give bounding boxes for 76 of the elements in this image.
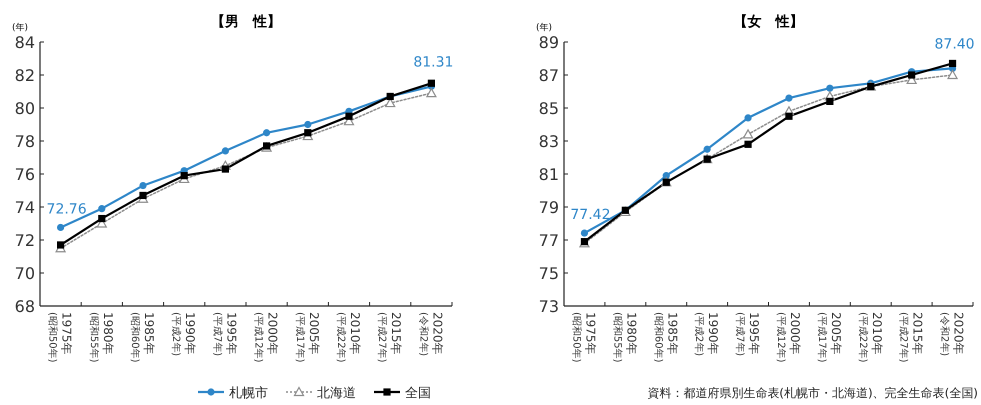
- x-tick-label: 1985年(昭和60年): [652, 312, 680, 363]
- point: [98, 214, 106, 222]
- point: [826, 98, 834, 105]
- point: [948, 60, 956, 68]
- data-label: 81.31: [413, 54, 454, 70]
- chart-title: 【女 性】: [734, 14, 804, 30]
- y-axis-title: (年): [12, 22, 28, 33]
- y-tick-label: 75: [538, 264, 559, 283]
- x-tick-label: 2010年(平成22年): [856, 312, 884, 363]
- point: [580, 229, 588, 237]
- y-tick-label: 68: [14, 297, 35, 316]
- point: [785, 94, 793, 102]
- y-axis-title: (年): [536, 22, 552, 33]
- point: [426, 88, 436, 98]
- y-tick-label: 77: [538, 231, 559, 250]
- x-tick-label: 1980年(昭和55年): [611, 312, 638, 363]
- point: [345, 112, 353, 120]
- point: [744, 114, 752, 122]
- x-tick-label: 2010年(平成22年): [335, 312, 362, 363]
- y-tick-label: 84: [14, 33, 35, 52]
- x-tick-label: 1985年(昭和60年): [129, 312, 156, 363]
- chart-title: 【男 性】: [211, 14, 281, 30]
- x-tick-label: 1975年(昭和50年): [46, 312, 74, 363]
- y-tick-label: 81: [538, 165, 559, 184]
- y-tick-label: 74: [14, 198, 35, 217]
- y-tick-label: 70: [14, 264, 35, 283]
- y-tick-label: 78: [14, 132, 35, 151]
- y-tick-label: 80: [14, 99, 35, 118]
- y-tick-label: 87: [538, 66, 559, 85]
- x-tick-label: 1990年(平成2年): [693, 312, 720, 356]
- x-tick-label: 2020年(令和2年): [417, 312, 444, 356]
- point: [139, 192, 147, 200]
- point: [57, 241, 64, 249]
- x-tick-label: 2005年(平成17年): [816, 312, 843, 363]
- y-tick-label: 82: [14, 66, 35, 85]
- legend-label: 札幌市: [229, 386, 268, 401]
- point: [304, 129, 312, 136]
- point: [428, 80, 435, 87]
- x-tick-label: 1975年(昭和50年): [570, 312, 598, 363]
- x-tick-label: 2000年(平成12年): [774, 312, 802, 363]
- legend-label: 北海道: [317, 386, 356, 401]
- x-tick-label: 2015年(平成27年): [898, 312, 925, 363]
- point: [742, 129, 754, 138]
- y-tick-label: 89: [538, 33, 559, 52]
- y-tick-label: 76: [14, 165, 35, 184]
- point: [704, 146, 711, 153]
- point: [180, 172, 188, 180]
- y-tick-label: 83: [538, 132, 559, 151]
- legend-label: 全国: [405, 386, 431, 401]
- x-tick-label: 1995年(平成7年): [211, 312, 238, 356]
- point: [744, 140, 752, 148]
- y-tick-label: 79: [538, 198, 559, 217]
- point: [57, 224, 64, 232]
- point: [222, 147, 229, 154]
- point: [304, 120, 312, 128]
- x-tick-label: 1990年(平成2年): [170, 312, 198, 356]
- data-label: 87.40: [934, 36, 975, 52]
- point: [785, 112, 793, 120]
- x-tick-label: 1980年(昭和55年): [88, 312, 115, 363]
- x-tick-label: 2000年(平成12年): [252, 312, 280, 363]
- point: [98, 205, 106, 212]
- text: 資料：都道府県別生命表(札幌市・北海道)、完全生命表(全国): [647, 386, 978, 400]
- point: [947, 70, 958, 80]
- point: [139, 182, 147, 190]
- point: [826, 84, 834, 92]
- point: [908, 71, 916, 79]
- x-tick-label: 2020年(令和2年): [938, 312, 966, 356]
- y-tick-label: 85: [538, 99, 559, 118]
- x-tick-label: 2015年(平成27年): [376, 312, 404, 363]
- data-label: 72.76: [46, 201, 87, 218]
- x-tick-label: 2005年(平成17年): [294, 312, 321, 363]
- data-label: 77.42: [570, 207, 610, 224]
- point: [263, 129, 270, 136]
- y-tick-label: 73: [538, 297, 559, 316]
- x-tick-label: 1995年(平成7年): [734, 312, 762, 356]
- y-tick-label: 72: [14, 231, 35, 250]
